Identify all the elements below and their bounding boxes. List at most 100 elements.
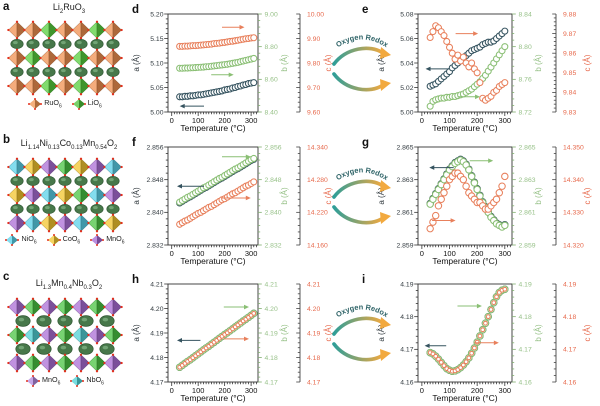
- y-axis-c: 14.320 14.330 14.340 14.350 c (Å): [552, 144, 592, 249]
- svg-text:300: 300: [499, 249, 512, 258]
- svg-text:4.18: 4.18: [150, 355, 163, 362]
- a-axis-title: a (Å): [377, 187, 386, 205]
- crystal-structure-c: [7, 297, 123, 373]
- svg-text:4.17: 4.17: [265, 379, 278, 386]
- b-axis-title: b (Å): [534, 54, 543, 72]
- b-axis-title: b (Å): [280, 54, 289, 72]
- svg-text:2.848: 2.848: [265, 177, 282, 184]
- svg-text:5.20: 5.20: [150, 11, 163, 18]
- svg-text:2.856: 2.856: [265, 144, 282, 151]
- svg-text:8.40: 8.40: [265, 109, 278, 116]
- svg-text:100: 100: [443, 386, 456, 395]
- svg-text:2.861: 2.861: [519, 210, 536, 217]
- svg-text:14.160: 14.160: [307, 242, 328, 249]
- y-axis-a: 5.00 5.02 5.04 5.06 5.08 a (Å): [377, 11, 418, 116]
- lithium-atoms-layer: [15, 315, 115, 327]
- c-axis-title: c (Å): [324, 187, 333, 204]
- octahedra-layer: [7, 297, 123, 317]
- crystal-structure-a: [7, 20, 123, 96]
- svg-text:4.16: 4.16: [400, 379, 413, 386]
- svg-text:0: 0: [170, 116, 174, 125]
- legend-item-mno: MnO6: [90, 234, 125, 246]
- y-axis-b: 4.17 4.18 4.19 4.20 4.21 b (Å): [258, 281, 289, 386]
- oxygen-redox-svg: Oxygen Redox: [332, 302, 391, 362]
- svg-text:9.70: 9.70: [307, 85, 320, 92]
- lithium-atoms-layer: [10, 204, 120, 214]
- svg-text:4.18: 4.18: [307, 355, 320, 362]
- redox-arrowhead-top: [380, 47, 391, 59]
- redox-arrow-bottom: [332, 342, 385, 362]
- oxygen-redox-motif-1: Oxygen Redox: [326, 22, 398, 111]
- crystal-structure-b: [7, 157, 123, 233]
- panel-a: a Li2RuO3 RuO6 LiO6: [0, 0, 130, 133]
- panel-letter-i: i: [362, 274, 365, 286]
- svg-text:8.80: 8.80: [265, 44, 278, 51]
- svg-text:200: 200: [218, 249, 231, 258]
- x-axis-label: Temperature (°C): [180, 393, 245, 403]
- svg-text:5.08: 5.08: [400, 11, 413, 18]
- legend-item-mno: MnO6: [26, 375, 60, 387]
- svg-text:300: 300: [499, 116, 512, 125]
- redox-arrowhead-bottom: [380, 349, 391, 361]
- y-axis-a: 5.00 5.05 5.10 5.15 5.20 a (Å): [132, 11, 168, 116]
- svg-text:2.865: 2.865: [519, 144, 536, 151]
- svg-text:5.06: 5.06: [400, 36, 413, 43]
- svg-text:4.19: 4.19: [265, 330, 278, 337]
- y-axis-c: 14.160 14.220 14.280 14.340 c (Å): [296, 144, 333, 249]
- svg-text:5.05: 5.05: [150, 85, 163, 92]
- redox-arrow-top: [332, 179, 385, 199]
- oxygen-redox-motif-3: Oxygen Redox: [326, 292, 398, 381]
- octahedra-layer: [7, 185, 123, 205]
- octahedron-icon: [46, 234, 61, 246]
- legend-label: RuO6: [44, 98, 62, 110]
- redox-arrow-top: [332, 316, 385, 336]
- y-axis-b: 4.16 4.17 4.18 4.19 b (Å): [512, 281, 543, 386]
- svg-text:4.17: 4.17: [307, 379, 320, 386]
- svg-text:14.350: 14.350: [563, 144, 584, 151]
- svg-text:200: 200: [218, 116, 231, 125]
- octahedra-layer: [7, 325, 123, 345]
- y-axis-b: 2.832 2.840 2.848 2.856 b (Å): [258, 144, 289, 249]
- oxygen-redox-svg: Oxygen Redox: [332, 32, 391, 92]
- lithium-atoms-layer: [10, 67, 120, 77]
- svg-text:14.220: 14.220: [307, 210, 328, 217]
- panel-letter-b: b: [3, 134, 11, 146]
- series-b: [426, 43, 509, 110]
- a-axis-title: a (Å): [377, 54, 386, 72]
- svg-text:5.15: 5.15: [150, 36, 163, 43]
- panel-b: b Li1.14Ni0.13Co0.13Mn0.54O2 NiO6 CoO6 MnO…: [0, 133, 130, 270]
- series-a: [176, 79, 258, 101]
- y-axis-b: 2.859 2.861 2.863 2.865 b (Å): [512, 144, 543, 249]
- svg-text:2.865: 2.865: [396, 144, 413, 151]
- svg-text:4.18: 4.18: [519, 314, 532, 321]
- a-axis-title: a (Å): [132, 187, 141, 205]
- octahedron-icon: [70, 375, 85, 387]
- svg-text:100: 100: [192, 116, 205, 125]
- svg-text:4.21: 4.21: [307, 281, 320, 288]
- svg-text:8.84: 8.84: [519, 11, 532, 18]
- svg-text:5.00: 5.00: [150, 109, 163, 116]
- lithium-atoms-layer: [15, 343, 115, 355]
- b-axis-title: b (Å): [534, 187, 543, 205]
- svg-text:14.320: 14.320: [563, 242, 584, 249]
- svg-text:4.19: 4.19: [150, 330, 163, 337]
- y-axis-c: 9.60 9.70 9.80 9.90 10.00 c (Å): [296, 11, 333, 116]
- x-axis-label: Temperature (°C): [432, 256, 497, 266]
- svg-text:2.848: 2.848: [146, 177, 163, 184]
- legend-item-lio: LiO6: [71, 98, 102, 110]
- octahedron-icon: [5, 234, 20, 246]
- legend-item-nbo: NbO6: [70, 375, 104, 387]
- redox-arrow-bottom: [332, 72, 385, 92]
- legend-b: NiO6 CoO6 MnO6: [0, 234, 130, 246]
- a-axis-title: a (Å): [132, 54, 141, 72]
- y-axis-a: 4.16 4.17 4.18 4.19 a (Å): [377, 281, 418, 386]
- panel-c: c Li1.3Mn0.4Nb0.3O2 MnO6 NbO6: [0, 270, 130, 406]
- c-axis-title: c (Å): [583, 324, 592, 341]
- svg-text:10.00: 10.00: [307, 11, 324, 18]
- svg-text:9.60: 9.60: [307, 109, 320, 116]
